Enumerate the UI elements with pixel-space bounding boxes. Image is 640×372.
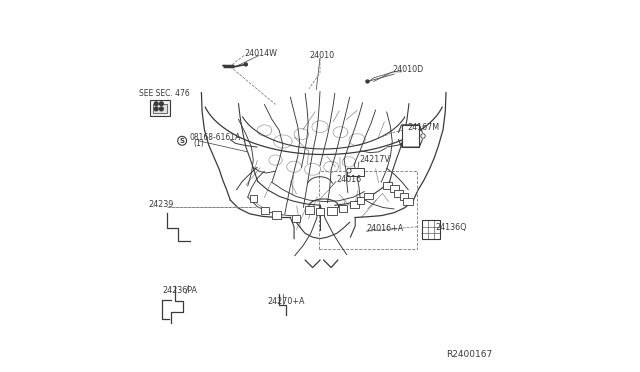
Bar (316, 208, 324, 215)
Bar (305, 206, 314, 214)
Circle shape (347, 169, 351, 173)
Text: 24014W: 24014W (244, 48, 277, 58)
Text: 24236PA: 24236PA (163, 286, 198, 295)
Circle shape (154, 102, 158, 106)
Text: 24016+A: 24016+A (366, 224, 404, 233)
Text: 08168-6161A: 08168-6161A (189, 133, 241, 142)
Text: (1): (1) (193, 140, 204, 148)
Bar (357, 197, 364, 204)
Bar (339, 205, 347, 212)
Text: 24016: 24016 (336, 174, 361, 183)
Bar (292, 215, 300, 222)
Text: 24217V: 24217V (359, 155, 390, 164)
FancyBboxPatch shape (401, 125, 419, 147)
Circle shape (421, 134, 425, 138)
Text: 24010D: 24010D (392, 65, 424, 74)
Bar (272, 211, 281, 219)
Bar (349, 201, 359, 208)
Bar (390, 185, 399, 192)
FancyBboxPatch shape (150, 100, 170, 116)
Bar (260, 208, 269, 214)
FancyBboxPatch shape (153, 104, 167, 113)
Text: 24239: 24239 (148, 201, 174, 209)
Bar (364, 193, 372, 199)
Bar (328, 208, 337, 215)
Text: 24010: 24010 (310, 51, 335, 60)
Text: 24270+A: 24270+A (268, 297, 305, 306)
Bar (400, 193, 408, 200)
Circle shape (244, 63, 248, 66)
Text: 24167M: 24167M (407, 123, 439, 132)
Bar (250, 195, 257, 202)
Text: SEE SEC. 476: SEE SEC. 476 (139, 89, 190, 98)
Bar (319, 171, 417, 249)
Circle shape (178, 137, 187, 145)
Text: R2400167: R2400167 (446, 350, 492, 359)
Circle shape (154, 107, 158, 111)
Bar (383, 182, 392, 189)
Bar (394, 190, 403, 197)
Circle shape (159, 102, 163, 106)
Circle shape (159, 107, 163, 111)
Text: S: S (180, 138, 184, 144)
Circle shape (366, 80, 369, 83)
FancyBboxPatch shape (422, 220, 440, 239)
Text: 24136Q: 24136Q (436, 223, 467, 232)
Bar (403, 198, 413, 205)
FancyBboxPatch shape (347, 168, 364, 176)
